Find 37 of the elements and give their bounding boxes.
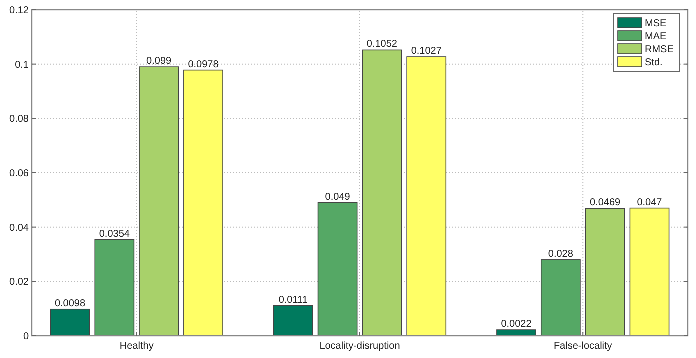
text: 0.0098: [54, 298, 86, 310]
y-tick-label: 0.1: [15, 60, 30, 71]
y-tick-label: 0.06: [10, 168, 30, 180]
y-tick-label: 0: [23, 332, 30, 342]
text: 0.099: [146, 56, 172, 68]
text: 0.047: [637, 197, 662, 208]
legend-label: RMSE: [645, 44, 674, 56]
text: 0.1027: [411, 46, 442, 57]
bar: [585, 208, 626, 336]
x-tick-label: Locality-disruption: [320, 341, 400, 352]
bar: [50, 308, 90, 336]
text: 0.028: [548, 248, 574, 260]
bar: [318, 202, 358, 336]
bar: [94, 239, 135, 336]
text: 0.0354: [99, 228, 130, 240]
y-tick-label: 0.02: [10, 277, 30, 288]
bar: [630, 208, 670, 336]
legend-label: MAE: [645, 32, 667, 42]
text: 0.049: [325, 192, 350, 203]
x-tick-label: Healthy: [120, 341, 154, 352]
text: 0.0978: [188, 59, 219, 70]
bar: [540, 260, 581, 336]
bar: [273, 305, 314, 336]
text: 0.0469: [590, 198, 621, 209]
bar: [406, 56, 447, 336]
text: 0.0022: [501, 319, 532, 330]
bar: [184, 70, 224, 336]
text: 0.0111: [278, 294, 308, 306]
bar: [139, 66, 180, 336]
legend-label: Std.: [645, 58, 663, 68]
legend-label: MSE: [645, 18, 667, 30]
y-tick-label: 0.08: [10, 114, 30, 126]
y-tick-label: 0.12: [10, 6, 30, 16]
text: 0.1052: [366, 39, 398, 50]
y-tick-label: 0.04: [10, 222, 30, 234]
bar: [362, 50, 402, 336]
x-tick-label: False-locality: [554, 341, 612, 352]
